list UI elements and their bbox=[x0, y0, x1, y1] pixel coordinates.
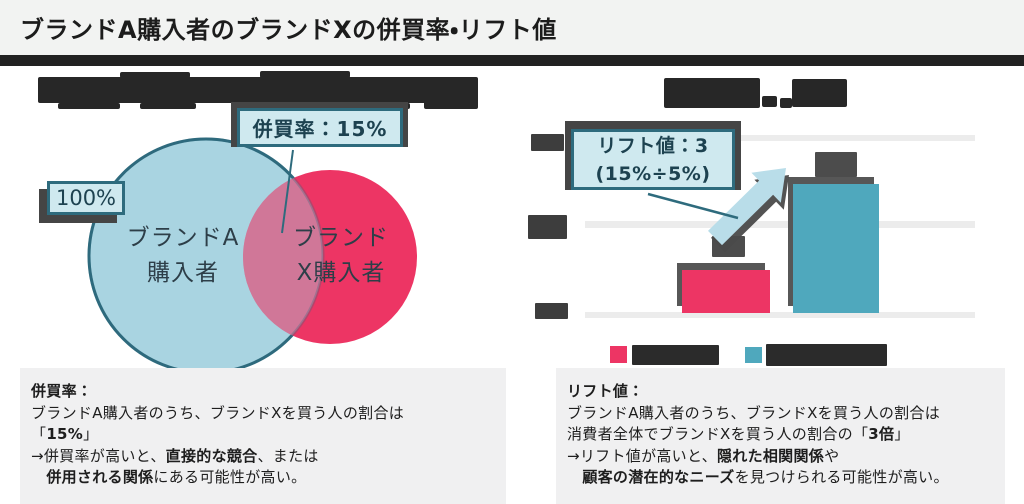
label-brand-a-line2: 購入者 bbox=[147, 260, 219, 286]
page-title: ブランドA購入者のブランドXの併買率・リフト値 bbox=[20, 16, 557, 44]
label-brand-x-line2: X購入者 bbox=[296, 260, 386, 286]
gridline-top bbox=[585, 135, 975, 141]
overlap-rate-badge-text: 併買率：15% bbox=[252, 117, 388, 141]
lift-connector bbox=[647, 192, 739, 220]
ytick-redacted-top bbox=[531, 134, 564, 151]
coverage-badge: 100% bbox=[47, 181, 125, 215]
title-divider bbox=[0, 55, 1024, 66]
lift-arrow bbox=[708, 168, 789, 253]
label-brand-x: ブランド X購入者 bbox=[266, 221, 416, 291]
label-brand-a: ブランドA 購入者 bbox=[108, 221, 258, 291]
venn-overlap bbox=[243, 170, 323, 344]
coverage-badge-text: 100% bbox=[55, 186, 117, 210]
bar-overall-rate bbox=[682, 270, 770, 313]
lift-badge: リフト値：3 (15%÷5%) bbox=[571, 129, 735, 190]
explanation-panel-lift: リフト値： ブランドA購入者のうち、ブランドXを買う人の割合は 消費者全体でブランド… bbox=[556, 368, 1005, 504]
legend-label-redacted-teal bbox=[766, 344, 887, 366]
title-bar bbox=[0, 0, 1024, 55]
overlap-connector-line bbox=[281, 149, 294, 234]
gridline-middle bbox=[585, 221, 975, 228]
bar-value-redacted-teal bbox=[815, 152, 857, 177]
ytick-redacted-middle bbox=[528, 215, 567, 239]
bar-brand-a-rate bbox=[793, 184, 879, 313]
explanation-panel-heibairitsu: 併買率： ブランドA購入者のうち、ブランドXを買う人の割合は 「15%」 →併買率が高… bbox=[20, 368, 506, 504]
lift-connector-line bbox=[647, 192, 739, 220]
label-brand-a-line1: ブランドA bbox=[126, 225, 240, 251]
lift-badge-line2: (15%÷5%) bbox=[595, 162, 711, 185]
label-brand-x-line1: ブランド bbox=[293, 225, 389, 251]
circle-brand-x bbox=[243, 170, 417, 344]
legend-label-redacted-pink bbox=[632, 345, 719, 365]
legend-swatch-teal bbox=[745, 347, 762, 363]
overlap-rate-badge: 併買率：15% bbox=[237, 108, 403, 147]
legend-swatch-pink bbox=[610, 346, 627, 363]
plot-area bbox=[585, 135, 975, 313]
gridline-axis bbox=[585, 312, 975, 318]
ytick-redacted-zero bbox=[535, 303, 568, 319]
lift-arrow-shape bbox=[708, 168, 786, 246]
lift-badge-line1: リフト値：3 bbox=[597, 134, 709, 157]
